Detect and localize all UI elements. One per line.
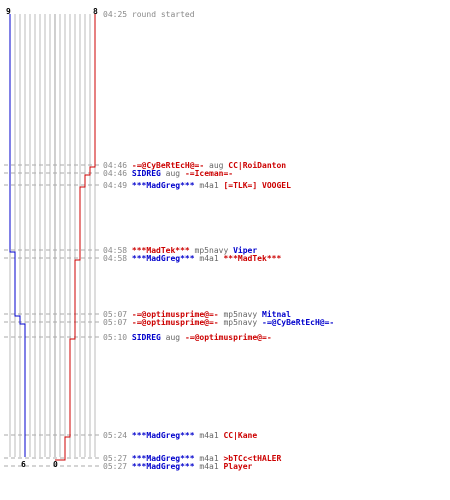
event-victim: -=@optimusprime@=-: [184, 333, 272, 342]
event-weapon: m4a1: [199, 181, 219, 190]
event-weapon: mp5navy: [223, 310, 258, 319]
blue-end-score: 6: [21, 460, 26, 469]
event-killer: -=@optimusprime@=-: [131, 310, 219, 319]
event-killer: ***MadGreg***: [131, 431, 195, 440]
event-weapon: m4a1: [199, 454, 219, 463]
event-killer: ***MadTek***: [131, 246, 190, 255]
event-time: 04:46: [103, 161, 128, 170]
red-end-score: 0: [53, 460, 58, 469]
event-victim: -=Iceman=-: [184, 169, 234, 178]
event-time: 04:46: [103, 169, 128, 178]
event-time: 04:25: [103, 10, 128, 19]
event-time: 04:58: [103, 246, 128, 255]
event-time: 04:58: [103, 254, 128, 263]
event-row: 05:24 ***MadGreg*** m4a1 CC|Kane: [103, 431, 257, 440]
event-killer: -=@optimusprime@=-: [131, 318, 219, 327]
event-weapon: m4a1: [199, 431, 219, 440]
event-killer: -=@CyBeRtEcH@=-: [131, 161, 205, 170]
event-killer: ***MadGreg***: [131, 454, 195, 463]
event-weapon: aug: [165, 333, 181, 342]
event-time: 05:27: [103, 454, 128, 463]
event-row: 04:46 -=@CyBeRtEcH@=- aug CC|RoiDanton: [103, 161, 286, 170]
event-weapon: mp5navy: [194, 246, 229, 255]
event-row: 04:46 SIDREG aug -=Iceman=-: [103, 169, 233, 178]
event-killer: SIDREG: [131, 169, 161, 178]
event-time: 05:24: [103, 431, 128, 440]
event-row: 05:27 ***MadGreg*** m4a1 >bTCc<tHALER: [103, 454, 281, 463]
event-time: 04:49: [103, 181, 128, 190]
event-info-text: round started: [131, 10, 195, 19]
event-killer: ***MadGreg***: [131, 254, 195, 263]
blue-team-line: [9, 14, 26, 457]
event-weapon: m4a1: [199, 462, 219, 471]
event-time: 05:27: [103, 462, 128, 471]
event-weapon: aug: [209, 161, 224, 170]
event-victim: CC|RoiDanton: [228, 161, 287, 170]
event-row: 05:07 -=@optimusprime@=- mp5navy -=@CyBe…: [103, 318, 334, 327]
event-row: 04:49 ***MadGreg*** m4a1 [=TLK=] VOOGEL: [103, 181, 291, 190]
event-victim: CC|Kane: [223, 431, 258, 440]
event-row: 05:07 -=@optimusprime@=- mp5navy Mitnal: [103, 310, 291, 319]
event-victim: -=@CyBeRtEcH@=-: [262, 318, 335, 327]
event-victim: ***MadTek***: [223, 254, 282, 263]
event-weapon: aug: [165, 169, 181, 178]
event-victim: Viper: [233, 246, 258, 255]
event-time: 05:07: [103, 318, 128, 327]
blue-start-score: 9: [6, 7, 11, 16]
event-killer: ***MadGreg***: [131, 181, 195, 190]
event-killer: ***MadGreg***: [131, 462, 195, 471]
event-killer: SIDREG: [131, 333, 161, 342]
event-row: 04:58 ***MadTek*** mp5navy Viper: [103, 246, 257, 255]
red-start-score: 8: [93, 7, 98, 16]
event-victim: >bTCc<tHALER: [223, 454, 282, 463]
event-victim: [=TLK=] VOOGEL: [223, 181, 291, 190]
event-row: 04:58 ***MadGreg*** m4a1 ***MadTek***: [103, 254, 281, 263]
event-row: 04:25 round started: [103, 10, 195, 19]
event-weapon: m4a1: [199, 254, 219, 263]
event-time: 05:07: [103, 310, 128, 319]
red-team-line: [55, 14, 96, 461]
event-row: 05:10 SIDREG aug -=@optimusprime@=-: [103, 333, 272, 342]
event-victim: Player: [223, 462, 253, 471]
event-row: 05:27 ***MadGreg*** m4a1 Player: [103, 462, 252, 471]
event-time: 05:10: [103, 333, 128, 342]
event-victim: Mitnal: [262, 310, 291, 319]
event-weapon: mp5navy: [223, 318, 258, 327]
